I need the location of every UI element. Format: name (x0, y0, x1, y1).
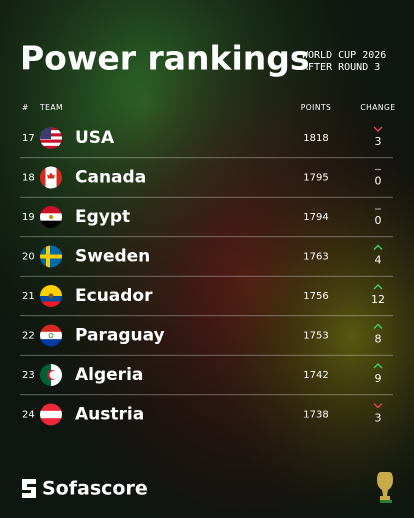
rank: 17 (22, 133, 35, 144)
flag-part (40, 339, 62, 347)
trend-up (373, 323, 383, 329)
points: 1738 (303, 410, 328, 421)
rank: 23 (22, 370, 35, 381)
flag-part (40, 285, 62, 291)
flag-part (49, 215, 53, 219)
flag-part (40, 324, 62, 333)
flag (40, 285, 62, 307)
rank: 20 (22, 252, 35, 263)
flag-part (49, 371, 58, 379)
flag-part (40, 145, 62, 149)
points: 1753 (303, 331, 328, 342)
flag (40, 324, 62, 347)
points: 1818 (303, 133, 328, 144)
rank: 24 (22, 410, 35, 421)
footer-logo (22, 479, 36, 498)
change: 3 (375, 412, 382, 425)
subtitle: WORLD CUP 2026 (302, 50, 386, 61)
flag-part (40, 166, 46, 189)
flag-part (46, 245, 50, 268)
points: 1742 (303, 370, 328, 381)
flag-part (40, 206, 62, 214)
column-header: # (22, 103, 29, 112)
flag-part (47, 172, 55, 179)
rank: 19 (22, 212, 35, 223)
flag-part (40, 139, 62, 144)
flag-part (48, 333, 54, 338)
flag-part (56, 166, 62, 189)
rank: 22 (22, 331, 35, 342)
trend-down (373, 126, 383, 132)
flag-part (40, 364, 52, 386)
change: 4 (375, 254, 382, 267)
team-name: Paraguay (75, 326, 165, 346)
team-name: Sweden (75, 247, 150, 267)
flag-part (40, 410, 62, 419)
flag-part (40, 220, 62, 228)
flag (40, 166, 62, 189)
flag (40, 403, 62, 426)
flag-part (40, 254, 62, 259)
column-header: POINTS (301, 103, 332, 112)
team-name: USA (75, 128, 115, 148)
team-name: Algeria (75, 365, 143, 385)
team-name: Austria (75, 405, 144, 425)
trend-up (373, 284, 383, 290)
team-name: Egypt (75, 207, 130, 227)
change: 8 (375, 333, 382, 346)
team-name: Ecuador (75, 286, 153, 306)
change: 0 (375, 214, 382, 227)
trend-up (373, 363, 383, 369)
flag-part (40, 142, 62, 147)
points: 1795 (303, 173, 328, 184)
subtitle: AFTER ROUND 3 (302, 62, 380, 73)
column-header: CHANGE (360, 103, 395, 112)
change: 9 (375, 372, 382, 385)
trend-down (373, 403, 383, 409)
flag-part (40, 403, 62, 412)
points: 1756 (303, 291, 328, 302)
flag (40, 206, 62, 228)
rank: 21 (22, 291, 35, 302)
team-name: Canada (75, 168, 146, 188)
change: 3 (375, 135, 382, 148)
brand: Sofascore (42, 478, 148, 500)
points: 1794 (303, 212, 328, 223)
flag-part (40, 296, 62, 302)
flag-part (40, 418, 62, 426)
flag-part (40, 331, 62, 340)
column-header: TEAM (39, 103, 63, 112)
points: 1763 (303, 252, 328, 263)
flag (40, 127, 62, 149)
flag-part (40, 127, 51, 139)
title: Power rankings (20, 39, 310, 78)
change: 0 (375, 175, 382, 188)
rank: 18 (22, 173, 35, 184)
trend-up (373, 244, 383, 250)
flag-part (48, 293, 54, 299)
flag (40, 364, 62, 386)
flag (40, 245, 62, 268)
flag-part (40, 301, 62, 307)
change: 12 (371, 293, 385, 306)
trophy-icon (377, 472, 393, 503)
